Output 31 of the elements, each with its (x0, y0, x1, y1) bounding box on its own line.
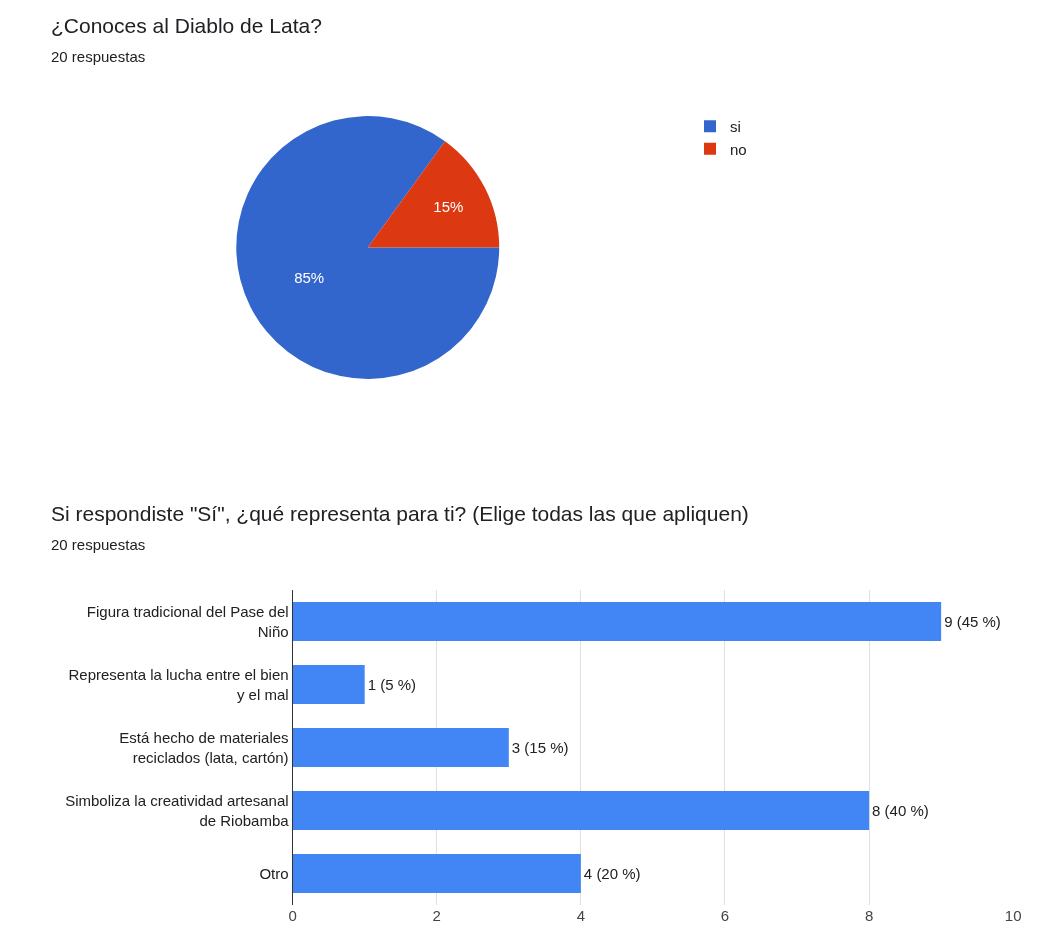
data-label: 8 (40 %) (872, 802, 929, 819)
y-tick-label: Otro (259, 864, 289, 882)
data-label: 1 (5 %) (367, 676, 417, 693)
x-tick-label: 4 (576, 907, 586, 924)
legend-label: no (729, 140, 747, 158)
x-tick-label: 6 (720, 907, 730, 924)
y-tick-label: Está hecho de materiales reciclados (lata, cartón) (119, 729, 289, 766)
y-tick-label: Representa la lucha entre el bien y el mal (68, 666, 289, 703)
text: 20 respuestas (51, 536, 146, 553)
bar (292, 727, 509, 768)
bar (292, 601, 942, 642)
data-label: 9 (45 %) (944, 613, 1001, 630)
bar (292, 790, 870, 831)
legend-label: si (729, 118, 741, 136)
x-tick-label: 10 (1004, 907, 1022, 924)
bar (292, 664, 365, 705)
chart-title: ¿Conoces al Diablo de Lata? (51, 14, 322, 37)
y-tick-label: Simboliza la creatividad artesanal de Riobamba (65, 792, 290, 829)
data-label: 15% (433, 197, 464, 215)
data-label: 4 (20 %) (583, 865, 641, 882)
pie-slice (367, 141, 500, 248)
x-tick-label: 2 (432, 907, 441, 924)
text: 20 respuestas (51, 48, 146, 65)
x-tick-label: 0 (288, 907, 297, 924)
data-label: 3 (15 %) (511, 739, 569, 756)
bar (292, 853, 581, 894)
data-label: 85% (294, 268, 325, 286)
y-tick-label: Figura tradicional del Pase del Niño (86, 603, 289, 640)
chart-title: Si respondiste "Sí", ¿qué representa para ti? (Elige todas las que apliquen) (51, 502, 749, 525)
x-tick-label: 8 (864, 907, 874, 924)
pie-slice (236, 116, 500, 379)
